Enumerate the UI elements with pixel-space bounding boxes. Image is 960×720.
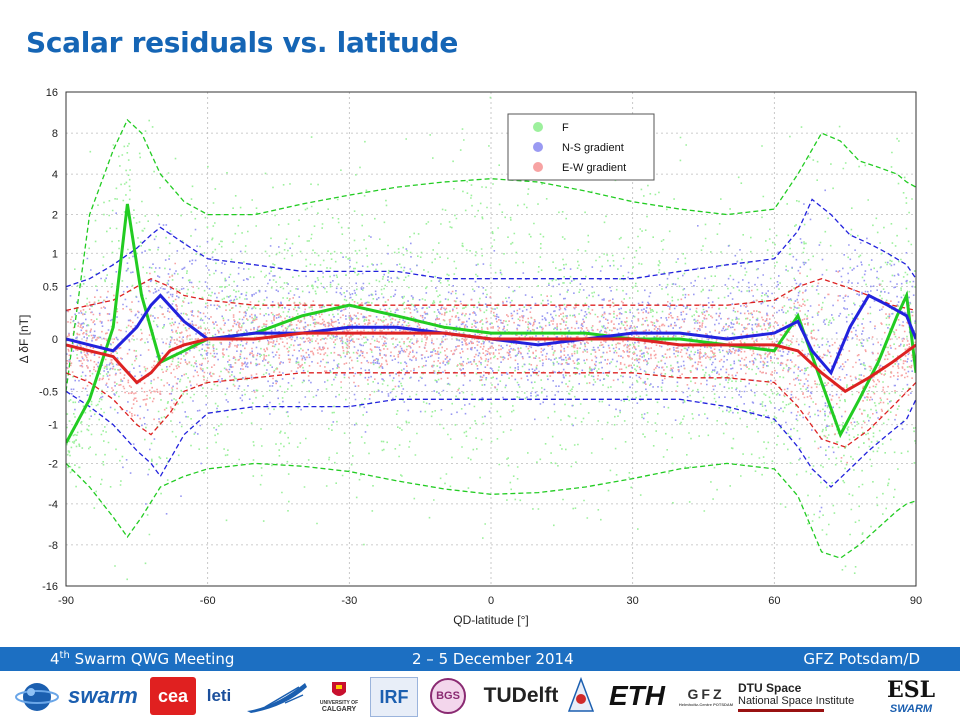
y-tick-label: -4 <box>48 499 58 511</box>
esl-logo: ESL SWARM <box>886 677 936 715</box>
footer-dates: 2 – 5 December 2014 <box>412 650 574 668</box>
upper-quantile-n-s-gradient <box>66 198 916 288</box>
y-tick-label: 0.5 <box>43 282 58 294</box>
x-tick-label: -30 <box>341 595 357 607</box>
footer-meeting: 4th Swarm QWG Meeting <box>50 650 235 668</box>
upper-quantile-f <box>66 118 916 392</box>
y-tick-label: -1 <box>48 420 58 432</box>
swarm-satellite-logo <box>14 677 60 715</box>
y-axis-label: Δ δF [nT] <box>17 315 31 364</box>
ipgp-logo <box>566 677 596 715</box>
y-tick-label: 8 <box>52 128 58 140</box>
gfz-logo: GFZ Helmholtz-Centre POTSDAM <box>678 685 734 707</box>
y-tick-label: 16 <box>46 87 58 99</box>
y-tick-label: -8 <box>48 540 58 552</box>
swarm-logo: swarm <box>68 683 138 708</box>
series-lines <box>66 118 916 559</box>
y-ticks: -16 -8 -4 -2 -1 -0.5 0 0.5 1 2 4 8 16 <box>39 87 58 593</box>
x-tick-label: 30 <box>627 595 639 607</box>
y-tick-label: 2 <box>52 210 58 222</box>
bgs-logo: BGS <box>428 677 468 715</box>
plot-frame <box>65 91 917 587</box>
x-ticks: -90 -60 -30 0 30 60 90 <box>58 595 922 607</box>
x-tick-label: -90 <box>58 595 74 607</box>
legend-label: N-S gradient <box>562 142 624 154</box>
footer-venue: GFZ Potsdam/D <box>803 650 920 668</box>
x-tick-label: 0 <box>488 595 494 607</box>
x-tick-label: -60 <box>200 595 216 607</box>
y-tick-label: 4 <box>52 169 58 181</box>
y-tick-label: -2 <box>48 458 58 470</box>
wing-logo <box>244 677 310 715</box>
legend-label: F <box>562 122 569 134</box>
x-axis-label: QD-latitude [°] <box>453 613 529 627</box>
lower-quantile-f <box>66 462 916 559</box>
residuals-chart: -90 -60 -30 0 30 60 90 -16 -8 -4 -2 -1 -0.5 0 0.5 1 2 4 8… <box>17 87 922 627</box>
eth-logo: ETH <box>609 680 665 711</box>
dtu-space-logo: DTU Space National Space Institute <box>738 677 862 715</box>
legend: F N-S gradient E-W gradient <box>507 113 655 181</box>
irf-logo: IRF <box>370 677 418 717</box>
y-tick-label: -16 <box>42 581 58 593</box>
legend-marker <box>533 142 543 152</box>
y-tick-label: -0.5 <box>39 386 58 398</box>
cea-logo: cea <box>150 677 196 715</box>
legend-marker <box>533 122 543 132</box>
lower-quantile-n-s-gradient <box>66 390 916 488</box>
scatter-cloud-n-s-gradient <box>66 189 916 515</box>
calgary-logo: UNIVERSITY OF CALGARY <box>318 677 360 715</box>
x-tick-label: 60 <box>768 595 780 607</box>
slide-title: Scalar residuals vs. latitude <box>26 26 459 59</box>
y-tick-label: 1 <box>52 248 58 260</box>
partner-logos: swarm cea leti UNIVERSITY OF CALGARY IRF… <box>0 673 960 720</box>
legend-label: E-W gradient <box>562 162 626 174</box>
legend-marker <box>533 162 543 172</box>
leti-logo: leti <box>206 686 232 705</box>
median-line-e-w-gradient <box>66 331 916 394</box>
median-line-n-s-gradient <box>66 293 916 376</box>
x-tick-label: 90 <box>910 595 922 607</box>
footer-bar: 4th Swarm QWG Meeting 2 – 5 December 201… <box>0 647 960 671</box>
median-line-f <box>66 203 916 444</box>
upper-quantile-e-w-gradient <box>66 277 916 312</box>
tudelft-logo: TUDelft <box>483 684 559 707</box>
y-tick-label: 0 <box>52 334 58 346</box>
